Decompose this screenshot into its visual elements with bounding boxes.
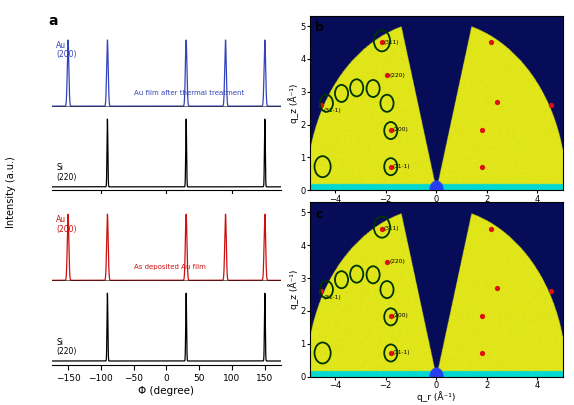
Text: Si
(220): Si (220) (56, 338, 76, 356)
Text: As deposited Au film: As deposited Au film (134, 264, 205, 270)
Text: (311): (311) (384, 40, 400, 45)
Text: Si
(220): Si (220) (56, 164, 76, 182)
Text: c: c (315, 208, 323, 221)
Text: (11-1): (11-1) (393, 164, 410, 169)
X-axis label: Φ (degree): Φ (degree) (138, 386, 195, 396)
Text: (200): (200) (393, 313, 409, 318)
Text: (31-1): (31-1) (323, 294, 341, 300)
Text: (31-1): (31-1) (323, 108, 341, 113)
Text: (200): (200) (393, 127, 409, 132)
Text: Intensity (a.u.): Intensity (a.u.) (6, 156, 17, 228)
X-axis label: q_r (Å⁻¹): q_r (Å⁻¹) (417, 205, 455, 216)
Text: (220): (220) (389, 259, 405, 264)
Text: (311): (311) (384, 226, 400, 231)
Text: Au film after thermal treatment: Au film after thermal treatment (134, 90, 244, 96)
Text: a: a (49, 14, 59, 28)
Text: b: b (315, 21, 324, 34)
Text: Au
(200): Au (200) (56, 215, 77, 234)
Y-axis label: q_z (Å⁻¹): q_z (Å⁻¹) (288, 270, 299, 309)
Text: (220): (220) (389, 73, 405, 78)
Text: (11-1): (11-1) (393, 350, 410, 356)
Y-axis label: q_z (Å⁻¹): q_z (Å⁻¹) (288, 83, 299, 123)
Text: Au
(200): Au (200) (56, 41, 77, 60)
X-axis label: q_r (Å⁻¹): q_r (Å⁻¹) (417, 391, 455, 402)
